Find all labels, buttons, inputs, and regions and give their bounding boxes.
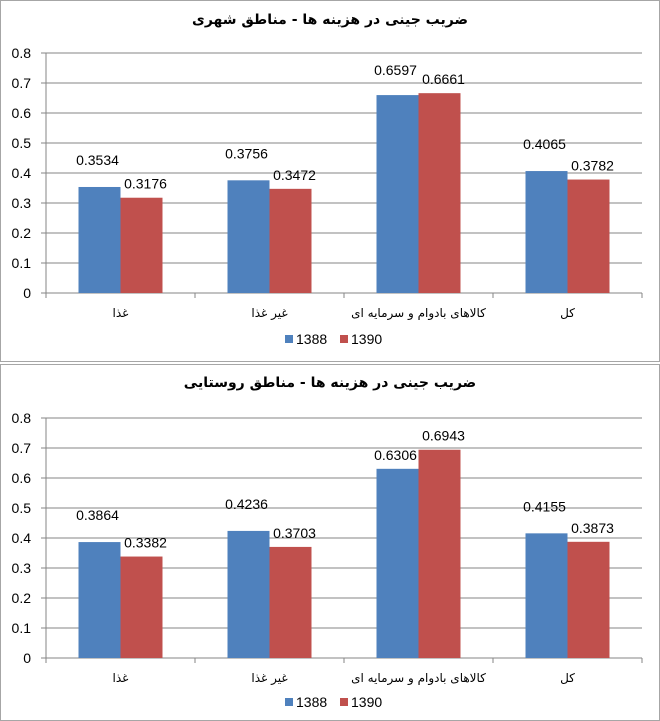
y-tick-label: 0.8	[12, 410, 32, 426]
legend-label-1388: 1388	[296, 331, 327, 347]
y-tick-label: 0.3	[12, 195, 32, 211]
y-tick-label: 0.6	[12, 470, 32, 486]
y-tick-label: 0.2	[12, 590, 32, 606]
legend-swatch-1388	[285, 335, 293, 343]
data-label: 0.3534	[76, 152, 119, 168]
y-tick-label: 0.2	[12, 225, 32, 241]
bar-1390-0	[120, 197, 163, 293]
legend-swatch-1390	[340, 335, 348, 343]
y-tick-label: 0.1	[12, 620, 32, 636]
x-category-label: کل	[560, 671, 575, 685]
data-label: 0.4236	[225, 496, 268, 512]
data-label: 0.6661	[422, 71, 465, 87]
chart-urban: ضریب جینی در هزینه ها - مناطق شهری 0 0.1 0.…	[12, 12, 643, 347]
bar-1388-1	[227, 180, 270, 293]
legend-label-1390: 1390	[351, 694, 382, 710]
data-label: 0.3176	[124, 176, 167, 192]
x-category-label: غیر غذا	[251, 306, 287, 321]
legend-label-1390: 1390	[351, 331, 382, 347]
bar-1388-2	[376, 95, 419, 293]
bar-1388-3	[525, 171, 568, 293]
y-tick-label: 0.7	[12, 75, 32, 91]
data-label: 0.4155	[523, 498, 566, 514]
data-label: 0.6943	[422, 428, 465, 444]
bar-1388-3	[525, 533, 568, 658]
data-label: 0.3382	[124, 535, 167, 551]
bar-1388-0	[78, 186, 121, 293]
x-category-label: غذا	[113, 306, 129, 320]
bar-1390-0	[120, 556, 163, 658]
y-tick-label: 0	[23, 650, 31, 666]
data-label: 0.6597	[374, 62, 417, 78]
y-tick-label: 0.5	[12, 500, 32, 516]
bar-1390-2	[418, 449, 461, 658]
bar-1390-3	[567, 179, 610, 293]
bar-1390-2	[418, 93, 461, 293]
bar-1388-2	[376, 468, 419, 658]
data-label: 0.4065	[523, 136, 566, 152]
x-category-label: کالاهای بادوام و سرمایه ای	[351, 671, 486, 686]
y-tick-label: 0.7	[12, 440, 32, 456]
chart-rural: ضریب جینی در هزینه ها - مناطق روستایی 0 0.…	[12, 375, 643, 710]
bar-1388-1	[227, 530, 270, 658]
data-label: 0.3472	[273, 167, 316, 183]
legend-swatch-1388	[285, 698, 293, 706]
x-category-label: غیر غذا	[251, 671, 287, 686]
y-tick-label: 0.8	[12, 45, 32, 61]
bar-1388-0	[78, 542, 121, 658]
data-label: 0.6306	[374, 447, 417, 463]
y-tick-label: 0.4	[12, 530, 32, 546]
legend-label-1388: 1388	[296, 694, 327, 710]
legend-swatch-1390	[340, 698, 348, 706]
y-tick-label: 0.3	[12, 560, 32, 576]
y-tick-label: 0.4	[12, 165, 32, 181]
data-label: 0.3756	[225, 145, 268, 161]
data-label: 0.3873	[571, 520, 614, 536]
data-label: 0.3864	[76, 507, 119, 523]
data-label: 0.3703	[273, 525, 316, 541]
y-tick-label: 0	[23, 285, 31, 301]
bar-1390-1	[269, 188, 312, 293]
chart-title: ضریب جینی در هزینه ها - مناطق روستایی	[184, 375, 476, 391]
x-category-label: کالاهای بادوام و سرمایه ای	[351, 306, 486, 321]
x-category-label: غذا	[113, 671, 129, 685]
data-label: 0.3782	[571, 158, 614, 174]
chart-title: ضریب جینی در هزینه ها - مناطق شهری	[192, 12, 468, 28]
chart-panel-urban: ضریب جینی در هزینه ها - مناطق شهری 0 0.1 0.…	[0, 0, 660, 362]
x-category-label: کل	[560, 306, 575, 320]
bar-1390-1	[269, 546, 312, 658]
bar-1390-3	[567, 541, 610, 658]
chart-panel-rural: ضریب جینی در هزینه ها - مناطق روستایی 0 0.…	[0, 364, 660, 721]
y-tick-label: 0.1	[12, 255, 32, 271]
y-tick-label: 0.5	[12, 135, 32, 151]
y-tick-label: 0.6	[12, 105, 32, 121]
